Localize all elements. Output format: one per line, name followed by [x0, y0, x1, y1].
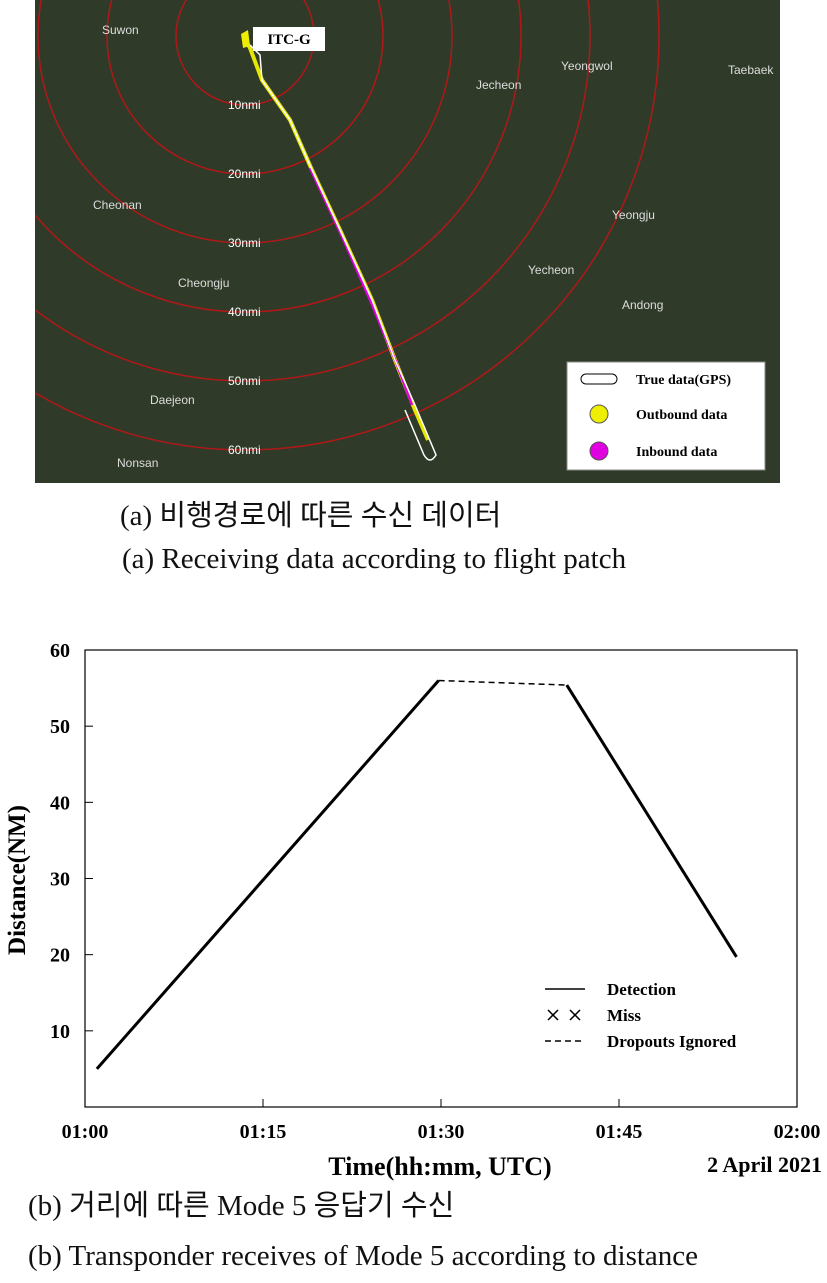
series-line: [95, 679, 738, 1070]
range-ring-label: 50nmi: [228, 374, 261, 388]
caption-a-korean: (a) 비행경로에 따른 수신 데이터: [120, 499, 501, 532]
y-tick-label: 40: [50, 792, 70, 814]
x-axis-title: Time(hh:mm, UTC): [328, 1152, 551, 1181]
legend-label: Dropouts Ignored: [607, 1032, 737, 1051]
y-tick-label: 20: [50, 945, 70, 967]
range-ring: [35, 0, 591, 382]
city-label: Daejeon: [150, 393, 195, 407]
caption-b-english: (b) Transponder receives of Mode 5 accor…: [28, 1240, 698, 1272]
city-label: Jecheon: [476, 78, 521, 92]
inbound-track: [308, 167, 414, 406]
gps-track: [249, 44, 437, 461]
range-rings: [35, 0, 660, 451]
city-label: Andong: [622, 298, 663, 312]
y-tick-label: 50: [50, 716, 70, 738]
range-ring: [35, 0, 522, 313]
x-tick-label: 01:30: [418, 1121, 465, 1143]
legend-outbound-key: [589, 404, 609, 424]
y-tick-label: 60: [50, 640, 70, 662]
series-line: [438, 679, 567, 686]
city-label: Yeongwol: [561, 59, 613, 73]
y-tick-label: 10: [50, 1021, 70, 1043]
city-label: Suwon: [102, 23, 139, 37]
legend-label: Detection: [607, 980, 676, 999]
caption-a-english: (a) Receiving data according to flight p…: [122, 543, 627, 575]
legend-label: Outbound data: [636, 408, 727, 423]
range-ring-label: 40nmi: [228, 305, 261, 319]
x-tick-label: 01:15: [240, 1121, 287, 1143]
annotation: 2 April 2021: [707, 1152, 822, 1177]
city-label: Cheonan: [93, 198, 142, 212]
range-ring-label: 20nmi: [228, 167, 261, 181]
range-ring: [106, 0, 384, 175]
legend-label: Inbound data: [636, 445, 717, 460]
city-label: Taebaek: [728, 63, 774, 77]
chart: 10 20 30 40 50 60 01:00 01:15 01:30 01:45 02:00 Tim…: [4, 640, 822, 1181]
city-label: Yecheon: [528, 263, 574, 277]
legend-inbound-key: [589, 441, 609, 461]
legend-key: [569, 1009, 581, 1021]
legend-key: [547, 1009, 559, 1021]
city-label: Yeongju: [612, 208, 655, 222]
x-tick-label: 02:00: [774, 1121, 821, 1143]
site-label-box: [253, 27, 325, 51]
range-ring-label: 30nmi: [228, 236, 261, 250]
city-label: Nonsan: [117, 456, 158, 470]
y-tick-label: 30: [50, 869, 70, 891]
x-tick-label: 01:00: [62, 1121, 109, 1143]
range-ring-label: 10nmi: [228, 98, 261, 112]
city-label: Cheongju: [178, 276, 229, 290]
y-axis-title: Distance(NM): [4, 805, 31, 955]
site-label: ITC-G: [267, 32, 311, 48]
x-tick-label: 01:45: [596, 1121, 643, 1143]
site-marker: [241, 30, 250, 48]
range-ring: [35, 0, 660, 451]
map: ITC-G Suwon Jecheon Yeongwol Taebaek Che…: [35, 0, 780, 483]
legend-gps-key: [580, 373, 618, 385]
range-ring-label: 60nmi: [228, 443, 261, 457]
legend-label: True data(GPS): [636, 373, 731, 388]
legend-label: Miss: [607, 1006, 641, 1025]
caption-b-korean: (b) 거리에 따른 Mode 5 응답기 수신: [28, 1190, 454, 1222]
range-ring: [37, 0, 453, 244]
